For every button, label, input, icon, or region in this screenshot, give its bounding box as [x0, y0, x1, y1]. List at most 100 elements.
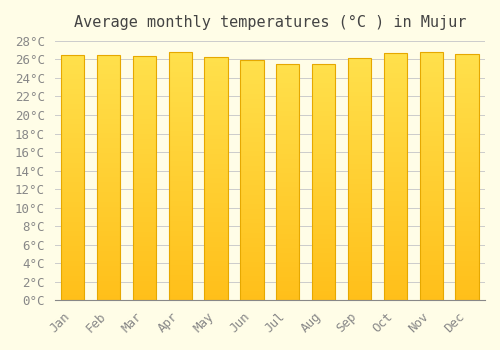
- Bar: [312, 239, 336, 244]
- Bar: [204, 276, 228, 281]
- Bar: [204, 57, 228, 300]
- Bar: [312, 163, 336, 168]
- Bar: [61, 261, 84, 266]
- Bar: [456, 64, 478, 69]
- Bar: [456, 197, 478, 202]
- Bar: [312, 74, 336, 78]
- Bar: [204, 110, 228, 115]
- Bar: [348, 261, 371, 266]
- Bar: [348, 242, 371, 247]
- Bar: [276, 253, 299, 258]
- Bar: [168, 146, 192, 151]
- Bar: [97, 266, 120, 271]
- Bar: [97, 192, 120, 197]
- Bar: [204, 188, 228, 193]
- Bar: [276, 149, 299, 154]
- Bar: [384, 236, 407, 241]
- Bar: [276, 140, 299, 144]
- Bar: [420, 240, 443, 246]
- Bar: [240, 243, 264, 247]
- Bar: [240, 233, 264, 238]
- Bar: [312, 88, 336, 92]
- Bar: [97, 104, 120, 109]
- Bar: [132, 129, 156, 134]
- Bar: [168, 271, 192, 275]
- Bar: [276, 116, 299, 121]
- Bar: [348, 130, 371, 135]
- Bar: [456, 152, 478, 157]
- Bar: [132, 95, 156, 100]
- Bar: [132, 134, 156, 139]
- Bar: [204, 271, 228, 276]
- Bar: [348, 198, 371, 203]
- Bar: [420, 216, 443, 221]
- Bar: [61, 177, 84, 182]
- Bar: [132, 139, 156, 144]
- Bar: [168, 141, 192, 146]
- Bar: [97, 236, 120, 241]
- Bar: [97, 217, 120, 222]
- Bar: [420, 52, 443, 300]
- Bar: [348, 189, 371, 194]
- Bar: [456, 78, 478, 83]
- Bar: [348, 101, 371, 106]
- Bar: [456, 54, 478, 300]
- Bar: [312, 168, 336, 173]
- Bar: [132, 222, 156, 227]
- Bar: [97, 187, 120, 192]
- Bar: [420, 251, 443, 256]
- Bar: [168, 97, 192, 102]
- Bar: [420, 136, 443, 141]
- Bar: [456, 266, 478, 271]
- Bar: [204, 135, 228, 139]
- Bar: [420, 161, 443, 166]
- Bar: [348, 121, 371, 126]
- Bar: [348, 286, 371, 290]
- Bar: [132, 266, 156, 271]
- Bar: [132, 178, 156, 183]
- Bar: [312, 201, 336, 206]
- Bar: [276, 168, 299, 173]
- Bar: [61, 202, 84, 207]
- Bar: [132, 80, 156, 85]
- Bar: [348, 276, 371, 281]
- Bar: [276, 225, 299, 229]
- Bar: [276, 267, 299, 272]
- Bar: [276, 130, 299, 135]
- Bar: [204, 159, 228, 164]
- Bar: [348, 266, 371, 271]
- Bar: [240, 156, 264, 161]
- Bar: [240, 267, 264, 271]
- Bar: [240, 257, 264, 262]
- Bar: [456, 88, 478, 93]
- Bar: [132, 105, 156, 110]
- Bar: [61, 143, 84, 148]
- Bar: [240, 175, 264, 180]
- Bar: [61, 276, 84, 281]
- Bar: [420, 181, 443, 186]
- Bar: [384, 147, 407, 152]
- Bar: [456, 295, 478, 300]
- Bar: [384, 221, 407, 226]
- Bar: [240, 60, 264, 300]
- Bar: [168, 265, 192, 271]
- Bar: [456, 182, 478, 187]
- Bar: [132, 286, 156, 290]
- Bar: [312, 267, 336, 272]
- Bar: [204, 62, 228, 66]
- Bar: [456, 261, 478, 266]
- Bar: [132, 227, 156, 232]
- Bar: [61, 94, 84, 99]
- Bar: [204, 130, 228, 135]
- Bar: [61, 79, 84, 84]
- Bar: [204, 261, 228, 266]
- Bar: [132, 202, 156, 207]
- Bar: [456, 177, 478, 182]
- Bar: [204, 242, 228, 247]
- Bar: [204, 178, 228, 183]
- Bar: [384, 122, 407, 127]
- Bar: [456, 256, 478, 261]
- Bar: [168, 72, 192, 77]
- Bar: [97, 271, 120, 276]
- Bar: [348, 228, 371, 232]
